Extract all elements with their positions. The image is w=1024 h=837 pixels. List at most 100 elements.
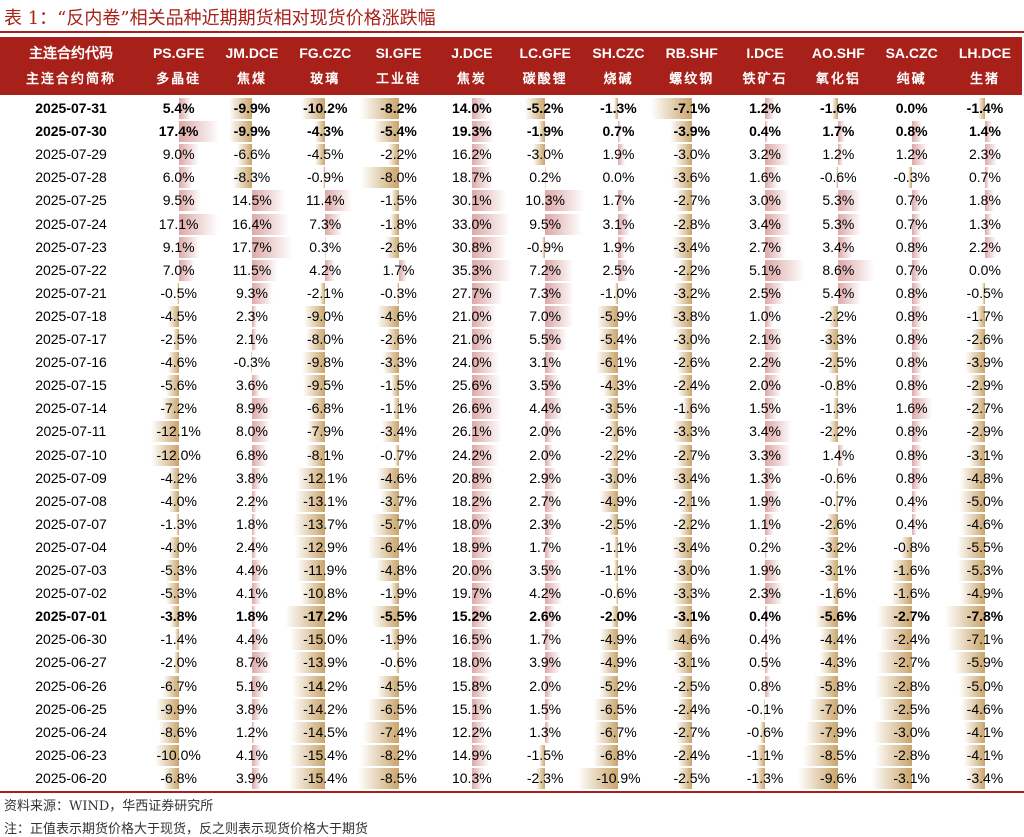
positive-bar	[251, 259, 279, 281]
cell-value: 4.4%	[235, 562, 268, 578]
row-date: 2025-07-01	[35, 608, 107, 625]
value-cell: -5.0%	[948, 675, 1021, 698]
value-cell: -2.5%	[875, 698, 948, 721]
value-cell: 5.3%	[802, 213, 875, 236]
negative-bar	[820, 652, 839, 674]
value-cell: -2.4%	[875, 628, 948, 651]
value-cell: -3.0%	[655, 143, 728, 166]
positive-bar	[838, 121, 846, 143]
cell-value: 11.5%	[232, 261, 272, 278]
cell-value: -4.6%	[966, 515, 1004, 532]
negative-bar	[397, 282, 399, 304]
cell-value: 1.2%	[822, 146, 855, 163]
positive-bar	[545, 398, 563, 420]
row-date: 2025-07-22	[35, 261, 107, 278]
cell-value: 5.5%	[529, 331, 562, 347]
cell-value: -2.7%	[673, 723, 711, 740]
positive-bar	[545, 305, 573, 327]
table-row: 2025-07-08 -4.0% 2.2% -13.1% -3.7% 18.2% 2.7% -…	[0, 490, 1022, 513]
negative-bar	[872, 721, 912, 743]
cell-value: 17.7%	[232, 238, 272, 255]
negative-bar	[291, 698, 326, 720]
value-cell: -2.7%	[655, 189, 728, 212]
value-cell: -6.6%	[215, 143, 288, 166]
cell-value: 0.8%	[895, 469, 928, 486]
positive-bar	[765, 629, 769, 651]
value-cell: -4.6%	[948, 698, 1021, 721]
cell-value: -8.5%	[820, 746, 857, 763]
negative-bar	[677, 767, 692, 789]
value-cell: -2.3%	[509, 767, 582, 790]
cell-value: -10.8%	[303, 585, 348, 602]
value-cell: 25.6%	[435, 374, 508, 397]
cell-value: -3.1%	[673, 654, 711, 671]
negative-bar	[150, 444, 179, 466]
positive-bar	[251, 583, 262, 605]
positive-bar	[545, 190, 586, 212]
cell-value: -4.9%	[600, 654, 637, 671]
value-cell: -2.6%	[655, 351, 728, 374]
negative-bar	[309, 398, 326, 420]
negative-bar	[320, 282, 326, 304]
cell-value: -2.6%	[380, 331, 417, 347]
negative-bar	[675, 213, 692, 235]
code-row-label: 主连合约代码	[29, 45, 113, 61]
negative-bar	[233, 167, 252, 189]
row-date: 2025-07-14	[35, 400, 107, 417]
value-cell: 9.5%	[509, 213, 583, 236]
value-cell: -3.5%	[582, 397, 655, 420]
cell-value: 1.2%	[895, 146, 928, 163]
cell-value: -2.2%	[673, 261, 711, 278]
value-cell: 1.7%	[509, 628, 582, 651]
positive-bar	[618, 144, 626, 166]
value-cell: 18.0%	[435, 513, 508, 536]
cell-value: -0.1%	[746, 700, 784, 717]
negative-bar	[367, 698, 399, 720]
cell-value: 3.9%	[529, 654, 562, 671]
positive-bar	[251, 305, 258, 327]
cell-value: 3.5%	[529, 377, 562, 394]
positive-bar	[545, 560, 559, 581]
positive-bar	[471, 190, 507, 212]
cell-value: -4.5%	[380, 677, 417, 694]
header-code: LC.GFE	[519, 45, 571, 61]
value-cell: 0.8%	[875, 351, 948, 374]
table-row: 2025-07-09 -4.2% 3.8% -12.1% -4.6% 20.8% 2.9% -…	[0, 467, 1022, 490]
positive-bar	[911, 305, 923, 327]
cell-value: 10.3%	[451, 769, 492, 786]
value-cell: -11.9%	[289, 559, 362, 582]
value-cell: 2.3%	[948, 143, 1021, 166]
cell-value: 6.0%	[162, 169, 195, 186]
cell-value: -1.6%	[893, 585, 930, 602]
value-cell: -2.7%	[948, 397, 1021, 420]
value-cell: -6.5%	[362, 698, 435, 721]
cell-value: -2.1%	[306, 284, 344, 301]
positive-bar	[911, 329, 923, 350]
value-cell: 0.5%	[728, 651, 801, 674]
value-cell: 0.8%	[875, 328, 948, 351]
cell-value: 5.1%	[749, 261, 781, 278]
negative-bar	[679, 490, 692, 512]
value-cell: -8.3%	[215, 166, 288, 189]
cell-value: -3.3%	[673, 585, 711, 602]
value-cell: 7.2%	[509, 259, 582, 282]
cell-value: 21.0%	[451, 307, 492, 324]
positive-bar	[471, 329, 496, 350]
value-cell: 35.3%	[435, 259, 513, 282]
value-cell: -0.6%	[362, 651, 435, 674]
negative-bar	[808, 698, 839, 720]
cell-value: -12.0%	[156, 446, 201, 463]
cell-value: -4.3%	[820, 654, 857, 671]
header-code: FG.CZC	[299, 45, 352, 61]
value-cell: 20.8%	[435, 467, 508, 490]
cell-value: -1.1%	[380, 400, 417, 417]
value-cell: -5.4%	[582, 328, 655, 351]
value-cell: 0.0%	[582, 166, 655, 189]
value-cell: 18.9%	[435, 536, 508, 559]
cell-value: -2.2%	[600, 446, 637, 463]
negative-bar	[368, 536, 399, 558]
value-cell: 3.9%	[215, 767, 288, 790]
value-cell: 2.7%	[728, 236, 801, 259]
negative-bar	[163, 675, 179, 697]
value-cell: 1.1%	[728, 513, 801, 536]
